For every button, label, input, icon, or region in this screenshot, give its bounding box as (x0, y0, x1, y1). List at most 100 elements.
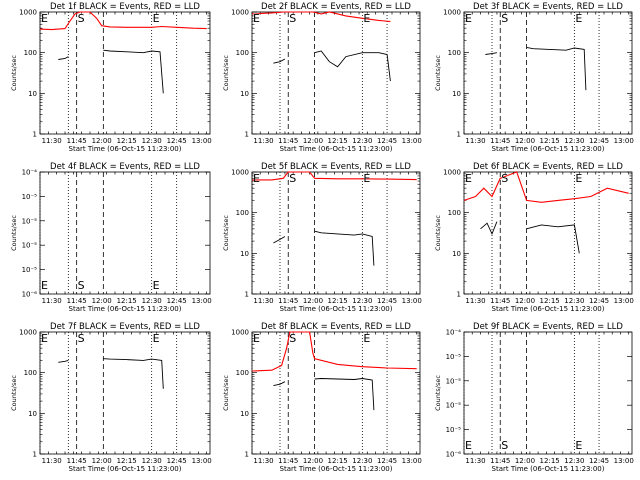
x-axis-label: Start Time (06-Oct-15 11:23:00) (69, 305, 182, 313)
x-tick-label: 13:00 (614, 137, 634, 145)
events-rate-line (273, 378, 375, 411)
x-tick-label: 12:00 (303, 457, 323, 465)
x-tick-label: 12:45 (589, 137, 609, 145)
chart-panel-1: Det 1f BLACK = Events, RED = LLD 11:30 11:… (10, 2, 212, 153)
chart-panel-2: Det 2f BLACK = Events, RED = LLD 11:30 11:… (222, 2, 422, 153)
marker-label: S (289, 12, 296, 25)
y-tick-label: 10⁻⁴ (446, 329, 462, 337)
y-tick-label: 10 (240, 410, 249, 418)
marker-label: E (153, 279, 160, 292)
x-axis-label: Start Time (06-Oct-15 11:23:00) (492, 305, 605, 313)
x-axis-label: Start Time (06-Oct-15 11:23:00) (280, 305, 393, 313)
lld-rate-line (251, 11, 391, 23)
x-tick-label: 12:00 (515, 297, 535, 305)
x-tick-label: 12:45 (377, 457, 397, 465)
x-tick-label: 13:00 (192, 297, 212, 305)
x-tick-label: 12:15 (540, 297, 560, 305)
x-tick-label: 13:00 (402, 297, 422, 305)
x-tick-label: 12:15 (540, 457, 560, 465)
y-tick-label: 10⁻⁵ (446, 426, 462, 434)
x-tick-label: 13:00 (402, 457, 422, 465)
y-tick-label: 1000 (231, 169, 249, 177)
y-tick-label: 10⁻⁴ (22, 169, 38, 177)
plot-frame (251, 331, 421, 455)
x-tick-label: 11:30 (253, 457, 273, 465)
marker-label: E (575, 172, 582, 185)
x-tick-label: 12:00 (92, 457, 112, 465)
x-tick-label: 11:30 (42, 457, 62, 465)
chart-title: Det 5f BLACK = Events, RED = LLD (261, 162, 411, 172)
chart-panel-6: Det 6f BLACK = Events, RED = LLD 11:30 11:… (434, 162, 634, 313)
x-tick-label: 12:30 (564, 457, 584, 465)
x-tick-label: 12:30 (142, 297, 162, 305)
chart-title: Det 3f BLACK = Events, RED = LLD (473, 2, 623, 12)
marker-label: E (465, 172, 472, 185)
lld-rate-line (251, 331, 417, 372)
y-tick-label: 1000 (231, 9, 249, 17)
marker-label: S (501, 439, 508, 452)
x-axis-label: Start Time (06-Oct-15 11:23:00) (280, 465, 393, 473)
y-axis-label: Counts/sec (434, 55, 442, 91)
x-tick-label: 13:00 (192, 457, 212, 465)
marker-label: E (253, 12, 260, 25)
x-tick-label: 13:00 (402, 137, 422, 145)
events-rate-line (273, 230, 375, 266)
y-tick-label: 100 (236, 209, 249, 217)
events-rate-line (58, 49, 164, 94)
x-tick-label: 13:00 (614, 457, 634, 465)
x-tick-label: 12:15 (328, 297, 348, 305)
x-tick-label: 11:30 (465, 457, 485, 465)
lld-rate-line (463, 171, 629, 203)
y-tick-label: 100 (448, 49, 461, 57)
y-tick-label: 10⁻⁵ (446, 353, 462, 361)
chart-panel-5: Det 5f BLACK = Events, RED = LLD 11:30 11:… (222, 162, 422, 313)
y-tick-label: 10⁻⁶ (446, 451, 462, 459)
x-tick-label: 12:30 (352, 137, 372, 145)
plot-frame (39, 171, 211, 295)
y-tick-label: 10⁻⁵ (22, 266, 38, 274)
y-tick-label: 100 (236, 369, 249, 377)
y-axis-label: Counts/sec (10, 215, 18, 251)
x-tick-label: 11:45 (278, 137, 298, 145)
plot-frame (463, 171, 633, 295)
x-tick-label: 12:45 (167, 297, 187, 305)
x-tick-label: 12:30 (352, 297, 372, 305)
x-tick-label: 11:45 (67, 297, 87, 305)
y-tick-label: 10⁻⁵ (22, 242, 38, 250)
y-tick-label: 1000 (443, 169, 461, 177)
x-tick-label: 12:15 (328, 137, 348, 145)
x-axis-label: Start Time (06-Oct-15 11:23:00) (492, 465, 605, 473)
y-tick-label: 10 (452, 250, 461, 258)
y-tick-label: 1000 (443, 9, 461, 17)
marker-label: S (78, 332, 85, 345)
x-tick-label: 12:45 (589, 297, 609, 305)
y-tick-label: 10 (28, 90, 37, 98)
chart-title: Det 6f BLACK = Events, RED = LLD (473, 162, 623, 172)
x-tick-label: 11:30 (253, 297, 273, 305)
x-tick-label: 11:45 (67, 457, 87, 465)
x-tick-label: 11:45 (490, 297, 510, 305)
chart-title: Det 2f BLACK = Events, RED = LLD (261, 2, 411, 12)
y-tick-label: 1000 (19, 9, 37, 17)
y-tick-label: 100 (24, 49, 37, 57)
x-tick-label: 11:45 (490, 137, 510, 145)
x-tick-label: 12:15 (328, 457, 348, 465)
y-tick-label: 100 (448, 209, 461, 217)
events-rate-line (58, 358, 164, 389)
x-tick-label: 12:00 (303, 297, 323, 305)
y-axis-label: Counts/sec (222, 55, 230, 91)
x-tick-label: 11:45 (278, 297, 298, 305)
y-tick-label: 100 (24, 369, 37, 377)
marker-label: E (575, 439, 582, 452)
y-tick-label: 1 (33, 131, 37, 139)
y-tick-label: 10 (240, 90, 249, 98)
y-tick-label: 10⁻⁵ (22, 217, 38, 225)
plot-frame (251, 171, 421, 295)
chart-panel-4: Det 4f BLACK = Events, RED = LLD 11:30 11:… (10, 162, 212, 313)
marker-label: E (465, 12, 472, 25)
y-tick-label: 100 (236, 49, 249, 57)
y-tick-label: 1 (33, 451, 37, 459)
x-axis-label: Start Time (06-Oct-15 11:23:00) (69, 145, 182, 153)
chart-panel-7: Det 7f BLACK = Events, RED = LLD 11:30 11:… (10, 322, 212, 473)
x-tick-label: 12:30 (142, 457, 162, 465)
